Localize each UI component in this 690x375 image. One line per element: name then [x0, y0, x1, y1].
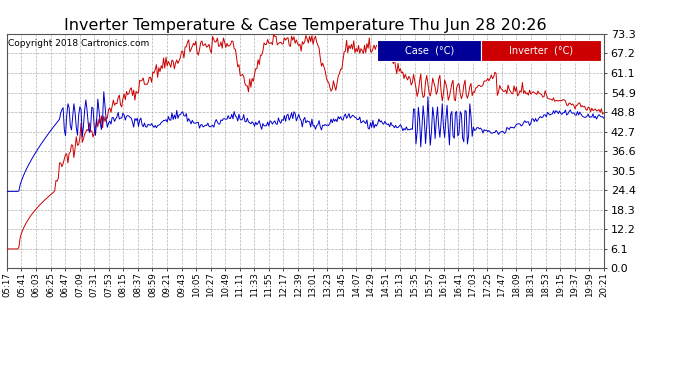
Text: Case  (°C): Case (°C) — [404, 45, 454, 55]
Text: Copyright 2018 Cartronics.com: Copyright 2018 Cartronics.com — [8, 39, 150, 48]
FancyBboxPatch shape — [482, 40, 601, 61]
FancyBboxPatch shape — [377, 40, 482, 61]
Text: Inverter  (°C): Inverter (°C) — [509, 45, 573, 55]
Title: Inverter Temperature & Case Temperature Thu Jun 28 20:26: Inverter Temperature & Case Temperature … — [64, 18, 546, 33]
